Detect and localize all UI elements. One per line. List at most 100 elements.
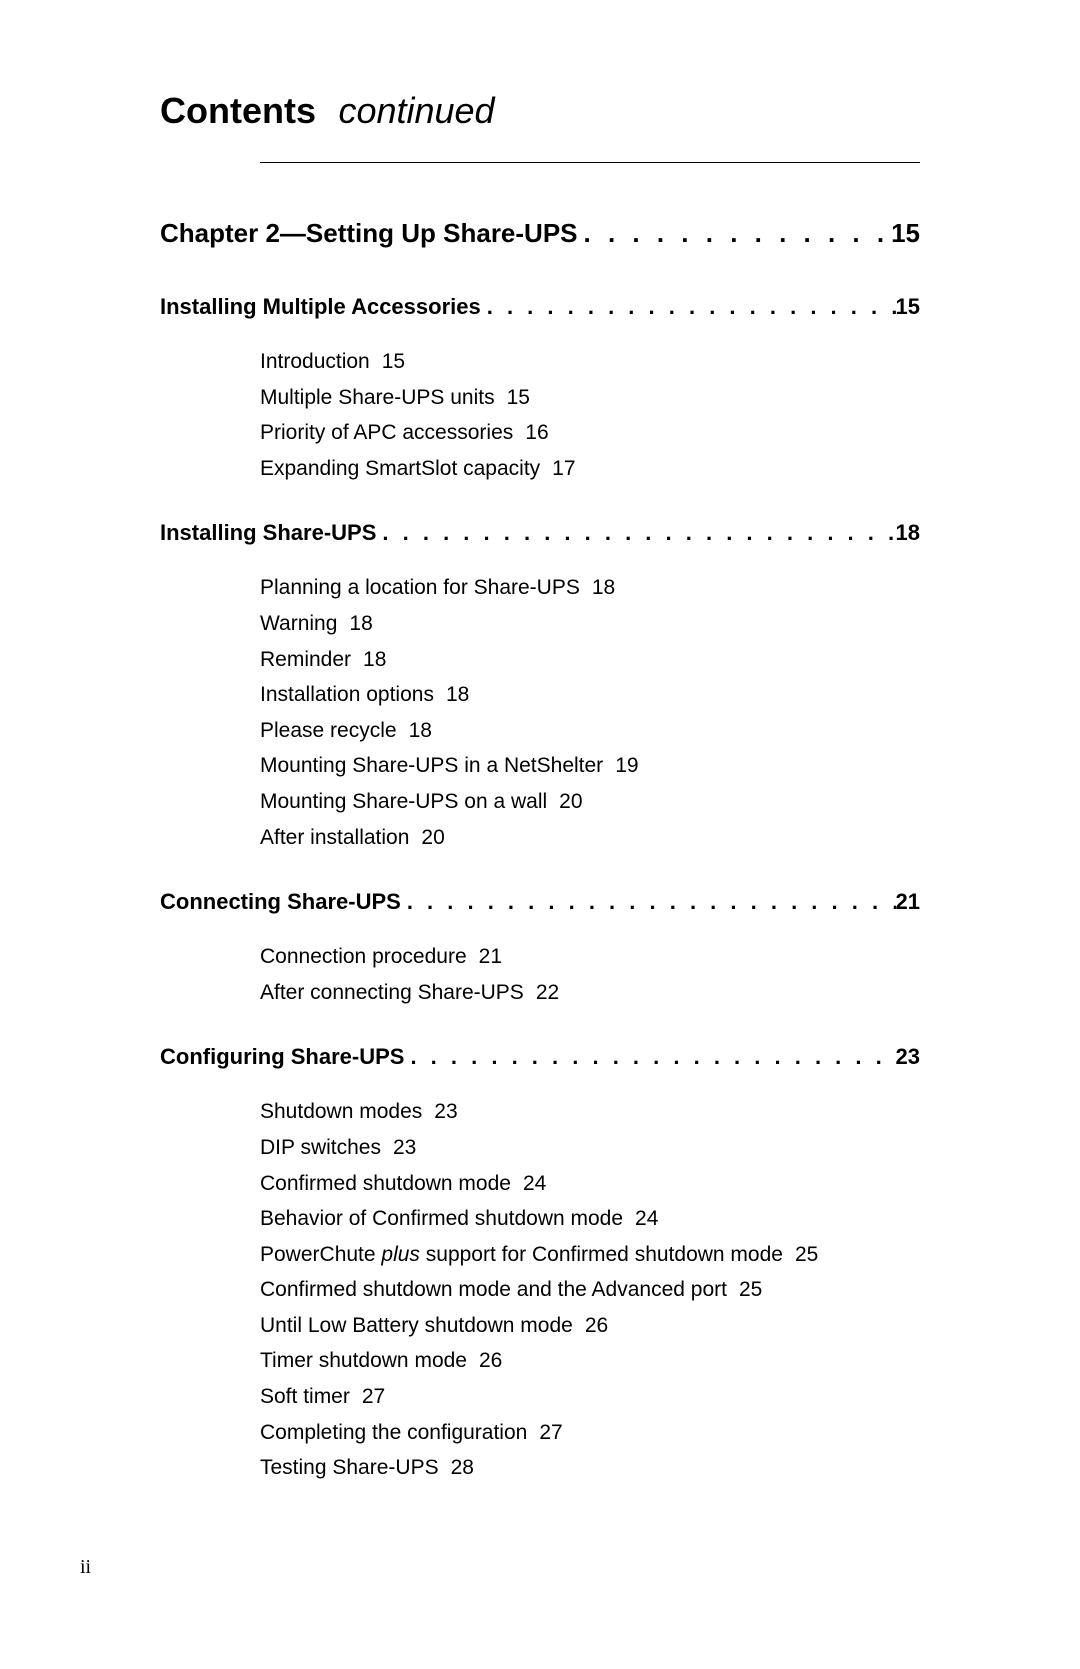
entry-page: 18: [349, 612, 372, 635]
entry-page: 28: [451, 1456, 474, 1479]
toc-entry: After connecting Share-UPS22: [260, 976, 920, 1010]
entry-page: 18: [446, 683, 469, 706]
leader-dots: . . . . . . . . . . . . . . . . . . . . …: [404, 1044, 895, 1070]
section-page: 18: [896, 520, 920, 546]
section-label: Configuring Share-UPS: [160, 1044, 404, 1070]
entry-page: 20: [421, 826, 444, 849]
entry-text-part: plus: [381, 1243, 420, 1266]
toc-entry: Reminder 18: [260, 643, 920, 677]
section-row: Installing Multiple Accessories . . . . …: [160, 294, 920, 320]
entry-page: 26: [585, 1314, 608, 1337]
entry-page: 15: [507, 386, 530, 409]
section-page: 15: [896, 294, 920, 320]
entry-page: 27: [539, 1421, 562, 1444]
entry-text: Warning: [260, 612, 337, 635]
entry-page: 19: [615, 754, 638, 777]
toc-entry: Mounting Share-UPS in a NetShelter 19: [260, 749, 920, 783]
entry-text: Mounting Share-UPS in a NetShelter: [260, 754, 603, 777]
section-label: Installing Multiple Accessories: [160, 294, 481, 320]
leader-dots: . . . . . . . . . . . . . . . . . . . . …: [578, 218, 892, 249]
entry-text: Multiple Share-UPS units: [260, 386, 495, 409]
toc-entry: DIP switches23: [260, 1131, 920, 1165]
toc-entry: Multiple Share-UPS units 15: [260, 381, 920, 415]
toc-entry: Testing Share-UPS 28: [260, 1451, 920, 1485]
entry-text: DIP switches: [260, 1136, 381, 1159]
entry-page: 23: [434, 1100, 457, 1123]
entry-page: 21: [479, 945, 502, 968]
toc-entry: Soft timer 27: [260, 1380, 920, 1414]
entry-text: Reminder: [260, 648, 351, 671]
entry-list: Introduction 15 Multiple Share-UPS units 15…: [160, 345, 920, 485]
entry-text: After installation: [260, 826, 409, 849]
toc-entry: Confirmed shutdown mode24: [260, 1167, 920, 1201]
entry-page: 20: [559, 790, 582, 813]
entry-text: Timer shutdown mode: [260, 1349, 467, 1372]
entry-page: 18: [592, 576, 615, 599]
entry-text: Soft timer: [260, 1385, 350, 1408]
entry-page: 17: [552, 457, 575, 480]
toc-entry: Completing the configuration 27: [260, 1416, 920, 1450]
entry-page: 26: [479, 1349, 502, 1372]
entry-list: Shutdown modes23DIP switches23Confirmed …: [160, 1095, 920, 1485]
entry-text: Installation options: [260, 683, 434, 706]
toc-entry: Until Low Battery shutdown mode 26: [260, 1309, 920, 1343]
entry-text: Expanding SmartSlot capacity: [260, 457, 540, 480]
chapter-label: Chapter 2—Setting Up Share-UPS: [160, 218, 578, 249]
section-page: 23: [896, 1044, 920, 1070]
header-subtitle: continued: [338, 90, 494, 131]
entry-text: Confirmed shutdown mode: [260, 1172, 511, 1195]
sections: Installing Multiple Accessories . . . . …: [160, 294, 920, 1485]
entry-text: Connection procedure: [260, 945, 467, 968]
section-row: Connecting Share-UPS . . . . . . . . . .…: [160, 889, 920, 915]
toc-entry: Please recycle 18: [260, 714, 920, 748]
section-row: Configuring Share-UPS . . . . . . . . . …: [160, 1044, 920, 1070]
entry-text: Mounting Share-UPS on a wall: [260, 790, 547, 813]
toc-entry: Confirmed shutdown mode and the Advanced…: [260, 1273, 920, 1307]
entry-text: After connecting Share-UPS: [260, 981, 524, 1004]
entry-text: Priority of APC accessories: [260, 421, 513, 444]
toc-entry: Expanding SmartSlot capacity 17: [260, 452, 920, 486]
entry-page: 15: [382, 350, 405, 373]
page: Contents continued Chapter 2—Setting Up …: [0, 0, 1080, 1669]
entry-text: Please recycle: [260, 719, 397, 742]
entry-page: 18: [409, 719, 432, 742]
toc-entry: Planning a location for Share-UPS 18: [260, 571, 920, 605]
toc-entry: Mounting Share-UPS on a wall 20: [260, 785, 920, 819]
entry-page: 18: [363, 648, 386, 671]
leader-dots: . . . . . . . . . . . . . . . . . . . . …: [401, 889, 896, 915]
section-page: 21: [896, 889, 920, 915]
chapter-row: Chapter 2—Setting Up Share-UPS . . . . .…: [160, 218, 920, 249]
rule-wrap: [160, 162, 920, 163]
entry-text: Shutdown modes: [260, 1100, 422, 1123]
entry-page: 27: [362, 1385, 385, 1408]
header-title: Contents: [160, 90, 316, 131]
entry-page: 25: [795, 1243, 818, 1266]
toc-entry: Connection procedure 21: [260, 940, 920, 974]
entry-text: Planning a location for Share-UPS: [260, 576, 580, 599]
entry-page: 16: [525, 421, 548, 444]
footer-page-number: ii: [80, 1556, 91, 1579]
entry-list: Connection procedure 21 After connecting S…: [160, 940, 920, 1009]
page-header: Contents continued: [160, 90, 920, 132]
entry-page: 25: [739, 1278, 762, 1301]
entry-text: Introduction: [260, 350, 370, 373]
toc-entry: Priority of APC accessories 16: [260, 416, 920, 450]
toc-entry: Warning 18: [260, 607, 920, 641]
toc-entry: Behavior of Confirmed shutdown mode 24: [260, 1202, 920, 1236]
chapter-page: 15: [891, 218, 920, 249]
toc-entry: After installation 20: [260, 821, 920, 855]
entry-text: Testing Share-UPS: [260, 1456, 439, 1479]
toc-entry: PowerChute plus support for Confirmed sh…: [260, 1238, 920, 1272]
entry-text: Behavior of Confirmed shutdown mode: [260, 1207, 623, 1230]
entry-text: Until Low Battery shutdown mode: [260, 1314, 573, 1337]
section-label: Connecting Share-UPS: [160, 889, 401, 915]
entry-page: 24: [635, 1207, 658, 1230]
entry-text: Completing the configuration: [260, 1421, 527, 1444]
leader-dots: . . . . . . . . . . . . . . . . . . . . …: [376, 520, 895, 546]
toc-entry: Shutdown modes 23: [260, 1095, 920, 1129]
toc-entry: Introduction 15: [260, 345, 920, 379]
section-label: Installing Share-UPS: [160, 520, 376, 546]
entry-list: Planning a location for Share-UPS18Warni…: [160, 571, 920, 854]
toc-entry: Timer shutdown mode 26: [260, 1344, 920, 1378]
entry-text: Confirmed shutdown mode and the Advanced…: [260, 1278, 727, 1301]
